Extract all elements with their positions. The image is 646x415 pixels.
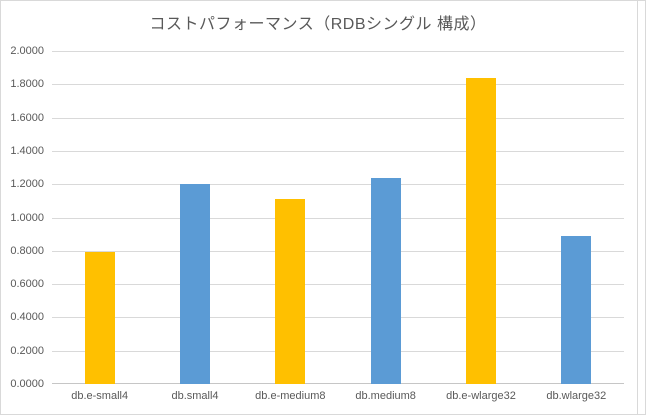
gridline [52, 84, 624, 86]
bar-db.e-small4 [84, 252, 115, 384]
bar-db.small4 [180, 184, 210, 384]
y-tick-label: 1.4000 [10, 144, 44, 157]
y-axis-labels: 0.0000 0.2000 0.4000 0.6000 0.8000 1.0000 1.20… [1, 45, 44, 390]
y-tick-label: 0.0000 [10, 378, 44, 390]
y-tick-label: 0.4000 [10, 311, 44, 324]
gridline [52, 117, 624, 119]
x-category-label: db.e-small4 [71, 390, 129, 402]
x-category-label: db.medium8 [355, 390, 416, 402]
x-axis-labels: db.e-small4 db.small4 db.e-medium8 db.mediu… [52, 390, 624, 406]
y-tick-label: 1.8000 [10, 78, 44, 91]
gridline [52, 350, 624, 352]
gridline [52, 150, 624, 152]
gridline [52, 317, 624, 319]
bar-db.wlarge32 [561, 235, 592, 384]
y-tick-label: 1.2000 [10, 178, 44, 191]
x-category-label: db.e-medium8 [255, 390, 326, 402]
x-category-label: db.small4 [171, 390, 219, 402]
x-axis-line [52, 383, 624, 384]
y-tick-label: 1.6000 [10, 111, 44, 124]
spreadsheet-gridline [637, 1, 638, 414]
x-category-label: db.wlarge32 [546, 390, 607, 402]
y-tick-label: 0.2000 [10, 344, 44, 357]
gridline [52, 51, 624, 52]
bar-db.e-medium8 [275, 199, 306, 384]
bar-db.medium8 [370, 177, 401, 384]
gridline [52, 217, 624, 219]
chart-title: コストパフォーマンス（RDBシングル 構成） [149, 16, 487, 33]
gridline [52, 184, 624, 186]
plot-area [52, 51, 624, 384]
x-category-label: db.e-wlarge32 [446, 390, 516, 402]
gridline [52, 250, 624, 252]
bar-db.e-wlarge32 [466, 77, 496, 384]
y-tick-label: 0.6000 [10, 278, 44, 291]
y-tick-label: 1.0000 [10, 211, 44, 224]
y-tick-label: 2.0000 [10, 45, 44, 57]
gridline [52, 284, 624, 286]
y-tick-label: 0.8000 [10, 244, 44, 257]
